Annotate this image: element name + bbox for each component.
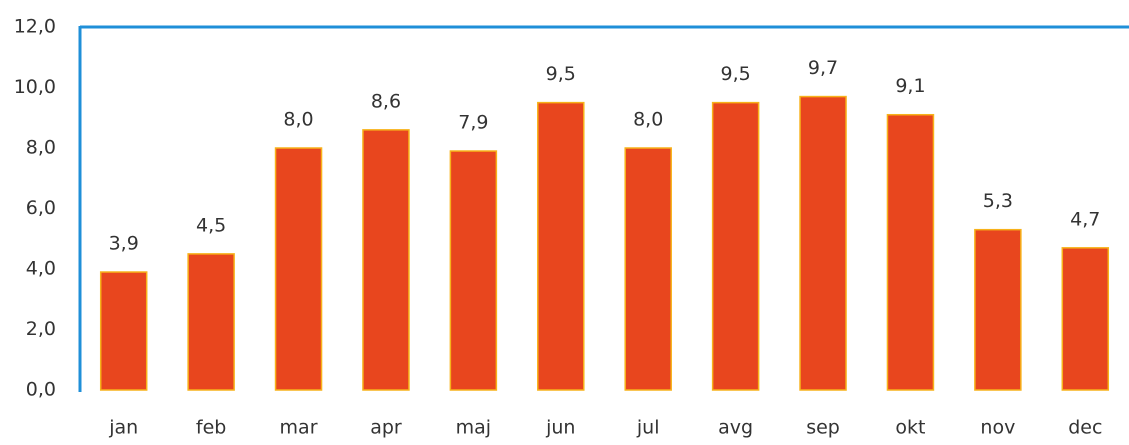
y-tick-label: 10,0 — [14, 76, 56, 98]
bar — [886, 113, 935, 391]
y-tick-label: 2,0 — [26, 318, 56, 340]
x-tick-label: mar — [280, 417, 318, 439]
x-tick-label: dec — [1068, 417, 1102, 439]
bar — [537, 101, 585, 391]
value-label: 9,1 — [895, 75, 925, 97]
bar — [1061, 247, 1110, 391]
x-tick-label: maj — [456, 417, 491, 439]
bar — [187, 253, 235, 391]
x-tick-label: apr — [370, 417, 402, 439]
value-label: 8,0 — [283, 109, 313, 131]
value-label: 9,7 — [808, 57, 838, 79]
value-label: 9,5 — [546, 63, 576, 85]
bar — [99, 271, 148, 391]
x-tick-label: jan — [108, 417, 138, 439]
bar — [624, 147, 672, 391]
y-tick-label: 4,0 — [26, 258, 56, 280]
x-tick-label: nov — [980, 417, 1015, 439]
x-tick-label: jun — [545, 417, 575, 439]
bar — [362, 129, 410, 391]
y-tick-label: 0,0 — [26, 379, 56, 401]
value-label: 8,6 — [371, 90, 401, 112]
x-tick-label: feb — [196, 417, 226, 439]
value-label: 9,5 — [721, 63, 751, 85]
value-label: 5,3 — [983, 190, 1013, 212]
x-tick-label: sep — [806, 417, 840, 439]
value-label: 7,9 — [458, 112, 488, 134]
value-label: 4,5 — [196, 214, 226, 236]
value-label: 4,7 — [1070, 208, 1100, 230]
x-tick-label: jul — [636, 417, 660, 439]
value-label: 8,0 — [633, 109, 663, 131]
bar — [711, 101, 760, 391]
x-tick-label: avg — [718, 417, 753, 439]
y-tick-label: 6,0 — [26, 197, 56, 219]
bar — [449, 150, 498, 391]
bar — [974, 228, 1022, 391]
x-tick-label: okt — [895, 417, 925, 439]
bar — [274, 147, 323, 391]
value-label: 3,9 — [109, 233, 139, 255]
bar — [799, 95, 847, 391]
y-tick-label: 8,0 — [26, 137, 56, 159]
y-tick-label: 12,0 — [14, 16, 56, 38]
